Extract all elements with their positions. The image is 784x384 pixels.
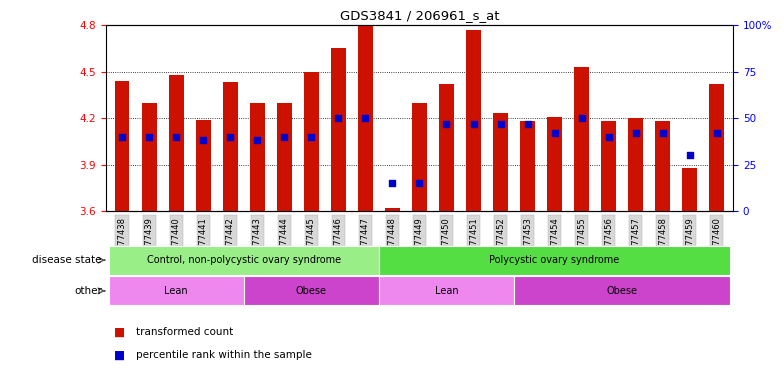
Text: percentile rank within the sample: percentile rank within the sample <box>136 350 311 360</box>
Bar <box>574 67 589 211</box>
Point <box>602 134 615 140</box>
Bar <box>628 118 643 211</box>
Bar <box>108 246 379 275</box>
Bar <box>682 168 697 211</box>
Text: disease state: disease state <box>32 255 102 265</box>
Bar <box>385 208 400 211</box>
Bar <box>601 121 616 211</box>
Point <box>251 137 263 144</box>
Point <box>467 121 480 127</box>
Point <box>332 115 345 121</box>
Text: Lean: Lean <box>165 286 188 296</box>
Text: Obese: Obese <box>607 286 637 296</box>
Point <box>170 134 183 140</box>
Bar <box>439 84 454 211</box>
Point <box>413 180 426 186</box>
Bar <box>514 276 731 305</box>
Bar <box>250 103 265 211</box>
Point <box>143 134 155 140</box>
Point <box>197 137 209 144</box>
Bar <box>304 71 319 211</box>
Point <box>278 134 291 140</box>
Bar <box>358 25 373 211</box>
Point <box>710 130 723 136</box>
Title: GDS3841 / 206961_s_at: GDS3841 / 206961_s_at <box>339 9 499 22</box>
Bar <box>277 103 292 211</box>
Bar <box>244 276 379 305</box>
Point <box>656 130 669 136</box>
Bar <box>169 74 183 211</box>
Bar <box>520 121 535 211</box>
Bar <box>331 48 346 211</box>
Bar <box>196 120 211 211</box>
Point <box>548 130 561 136</box>
Bar <box>379 246 731 275</box>
Bar <box>114 81 129 211</box>
Point <box>575 115 588 121</box>
Point <box>521 121 534 127</box>
Bar <box>108 276 244 305</box>
Bar <box>655 121 670 211</box>
Bar <box>379 276 514 305</box>
Bar <box>710 84 724 211</box>
Point <box>224 134 237 140</box>
Bar <box>412 103 426 211</box>
Bar <box>466 30 481 211</box>
Text: other: other <box>74 286 102 296</box>
Text: Polycystic ovary syndrome: Polycystic ovary syndrome <box>489 255 619 265</box>
Text: Lean: Lean <box>434 286 459 296</box>
Bar <box>142 103 157 211</box>
Text: Obese: Obese <box>296 286 327 296</box>
Bar <box>223 83 238 211</box>
Point <box>305 134 318 140</box>
Bar <box>547 116 562 211</box>
Point <box>116 134 129 140</box>
Text: transformed count: transformed count <box>136 327 233 337</box>
Text: Control, non-polycystic ovary syndrome: Control, non-polycystic ovary syndrome <box>147 255 341 265</box>
Point <box>359 115 372 121</box>
Text: ■: ■ <box>114 326 125 339</box>
Point <box>494 121 506 127</box>
Point <box>440 121 452 127</box>
Point <box>387 180 399 186</box>
Point <box>630 130 642 136</box>
Point <box>684 152 696 158</box>
Text: ■: ■ <box>114 349 125 362</box>
Bar <box>493 113 508 211</box>
